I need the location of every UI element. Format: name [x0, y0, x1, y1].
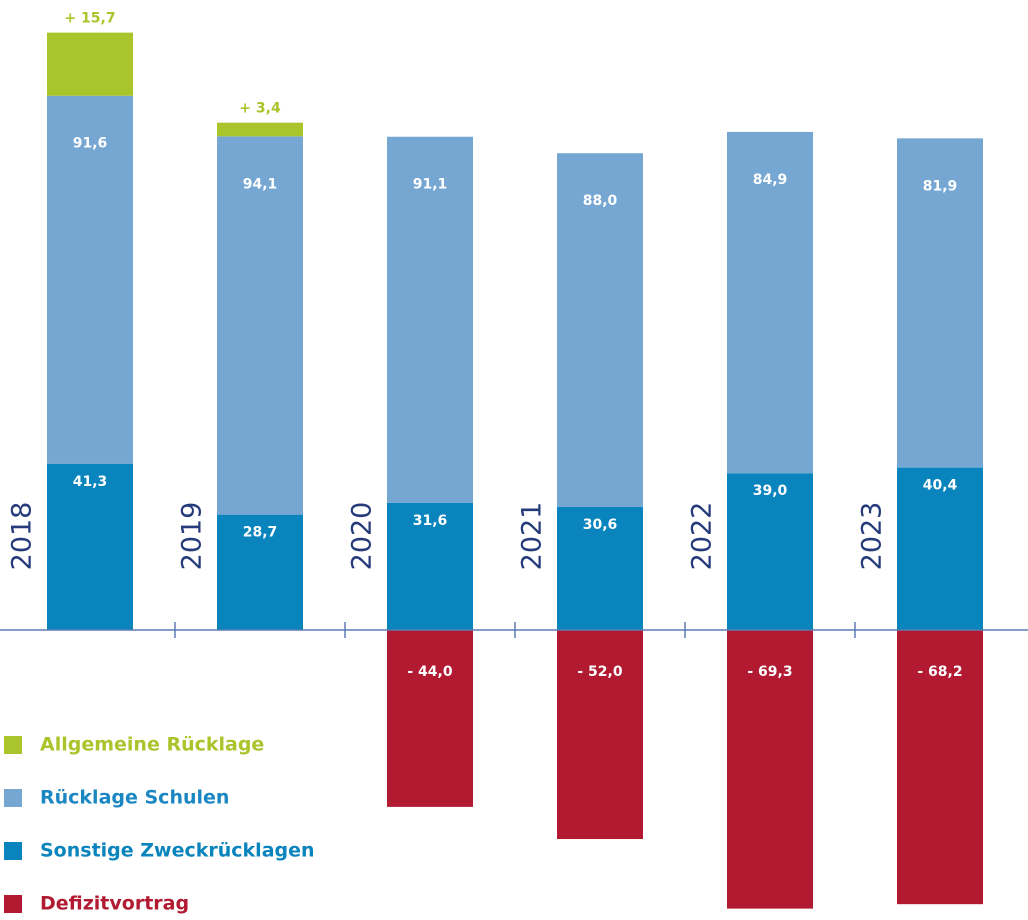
- value-label: 40,4: [923, 478, 958, 494]
- value-label: - 69,3: [747, 664, 792, 680]
- bar-segment: [727, 131, 813, 474]
- legend-swatch: [4, 736, 22, 754]
- value-label: 84,9: [753, 172, 788, 188]
- value-label: 41,3: [73, 474, 108, 490]
- year-label: 2020: [347, 502, 378, 571]
- value-label: + 3,4: [239, 101, 281, 117]
- value-label: 81,9: [923, 178, 958, 194]
- bar-segment: [217, 122, 303, 137]
- bar-segment: [217, 514, 303, 630]
- legend-label: Sonstige Zweckrücklagen: [40, 840, 315, 862]
- value-label: 94,1: [243, 176, 278, 192]
- value-label: - 52,0: [577, 664, 622, 680]
- bar-segment: [387, 502, 473, 630]
- value-label: 31,6: [413, 513, 448, 529]
- bar-segment: [727, 473, 813, 630]
- bar-segment: [557, 630, 643, 840]
- legend-swatch: [4, 789, 22, 807]
- legend-swatch: [4, 842, 22, 860]
- bar-segment: [47, 463, 133, 630]
- value-label: 91,1: [413, 177, 448, 193]
- bar-segment: [727, 630, 813, 909]
- year-label: 2021: [517, 502, 548, 571]
- value-label: - 44,0: [407, 664, 452, 680]
- year-label: 2018: [7, 502, 38, 571]
- bar-segment: [897, 630, 983, 905]
- year-label: 2022: [687, 502, 718, 571]
- value-label: 39,0: [753, 483, 788, 499]
- value-label: 30,6: [583, 517, 618, 533]
- bar-segment: [47, 32, 133, 96]
- legend-label: Defizitvortrag: [40, 893, 189, 915]
- bar-segment: [47, 95, 133, 464]
- bar-segment: [217, 136, 303, 515]
- bar-segment: [387, 630, 473, 807]
- value-label: 28,7: [243, 525, 278, 541]
- value-label: 88,0: [583, 193, 618, 209]
- year-label: 2019: [177, 502, 208, 571]
- bar-segment: [387, 136, 473, 503]
- bar-segment: [557, 153, 643, 507]
- bar-segment: [897, 467, 983, 630]
- value-label: - 68,2: [917, 664, 962, 680]
- value-label: 91,6: [73, 136, 108, 152]
- bar-segment: [557, 506, 643, 630]
- legend-label: Allgemeine Rücklage: [40, 734, 264, 756]
- legend-label: Rücklage Schulen: [40, 787, 229, 809]
- legend-swatch: [4, 895, 22, 913]
- bar-segment: [897, 138, 983, 468]
- value-label: + 15,7: [64, 11, 115, 27]
- year-label: 2023: [857, 502, 888, 571]
